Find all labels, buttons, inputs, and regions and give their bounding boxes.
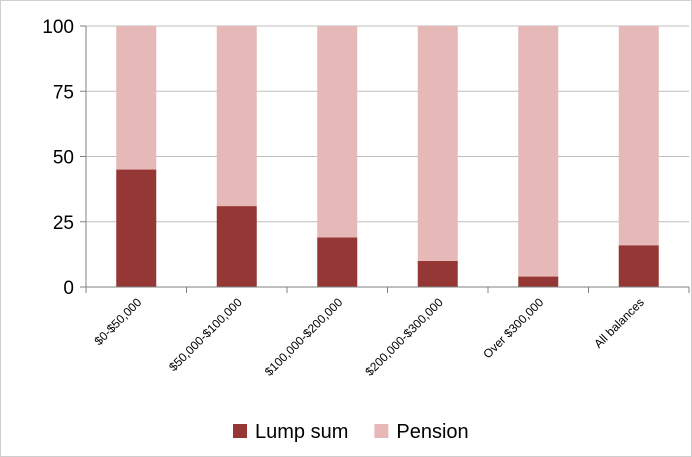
x-tick-label: Over $300,000 — [480, 295, 546, 361]
x-tick-label: $100,000-$200,000 — [262, 295, 346, 379]
y-tick-label: 75 — [53, 82, 74, 103]
legend-label-lump-sum: Lump sum — [255, 421, 348, 443]
y-tick-label: 100 — [42, 17, 74, 38]
bar-lump-sum-4 — [518, 276, 559, 287]
bar-pension-4 — [518, 26, 559, 277]
bar-pension-3 — [417, 26, 458, 261]
bar-lump-sum-5 — [618, 245, 659, 287]
legend: Lump sum Pension — [233, 421, 469, 443]
y-tick-label: 25 — [53, 213, 74, 234]
y-tick-label: 50 — [53, 148, 74, 169]
bar-lump-sum-2 — [317, 237, 358, 287]
bar-pension-0 — [116, 26, 157, 170]
bar-lump-sum-1 — [216, 206, 257, 287]
legend-swatch-pension — [374, 424, 389, 438]
bar-pension-1 — [216, 26, 257, 207]
bar-lump-sum-3 — [417, 260, 458, 287]
axes — [85, 26, 690, 293]
x-tick-label: $0-$50,000 — [92, 295, 145, 348]
gridlines — [86, 25, 689, 223]
bars — [116, 26, 659, 287]
bar-pension-2 — [317, 26, 358, 238]
x-tick-label: $200,000-$300,000 — [362, 295, 446, 379]
bar-lump-sum-0 — [116, 169, 157, 287]
y-axis-ticks: 0 25 50 75 100 — [42, 17, 86, 299]
legend-swatch-lump-sum — [233, 424, 247, 438]
x-tick-label: $50,000-$100,000 — [166, 295, 245, 374]
y-tick-label: 0 — [63, 278, 74, 299]
legend-label-pension: Pension — [396, 421, 468, 443]
x-tick-label: All balances — [591, 295, 647, 351]
x-axis-labels: $0-$50,000 $50,000-$100,000 $100,000-$200,… — [92, 295, 647, 379]
bar-pension-5 — [618, 26, 659, 246]
